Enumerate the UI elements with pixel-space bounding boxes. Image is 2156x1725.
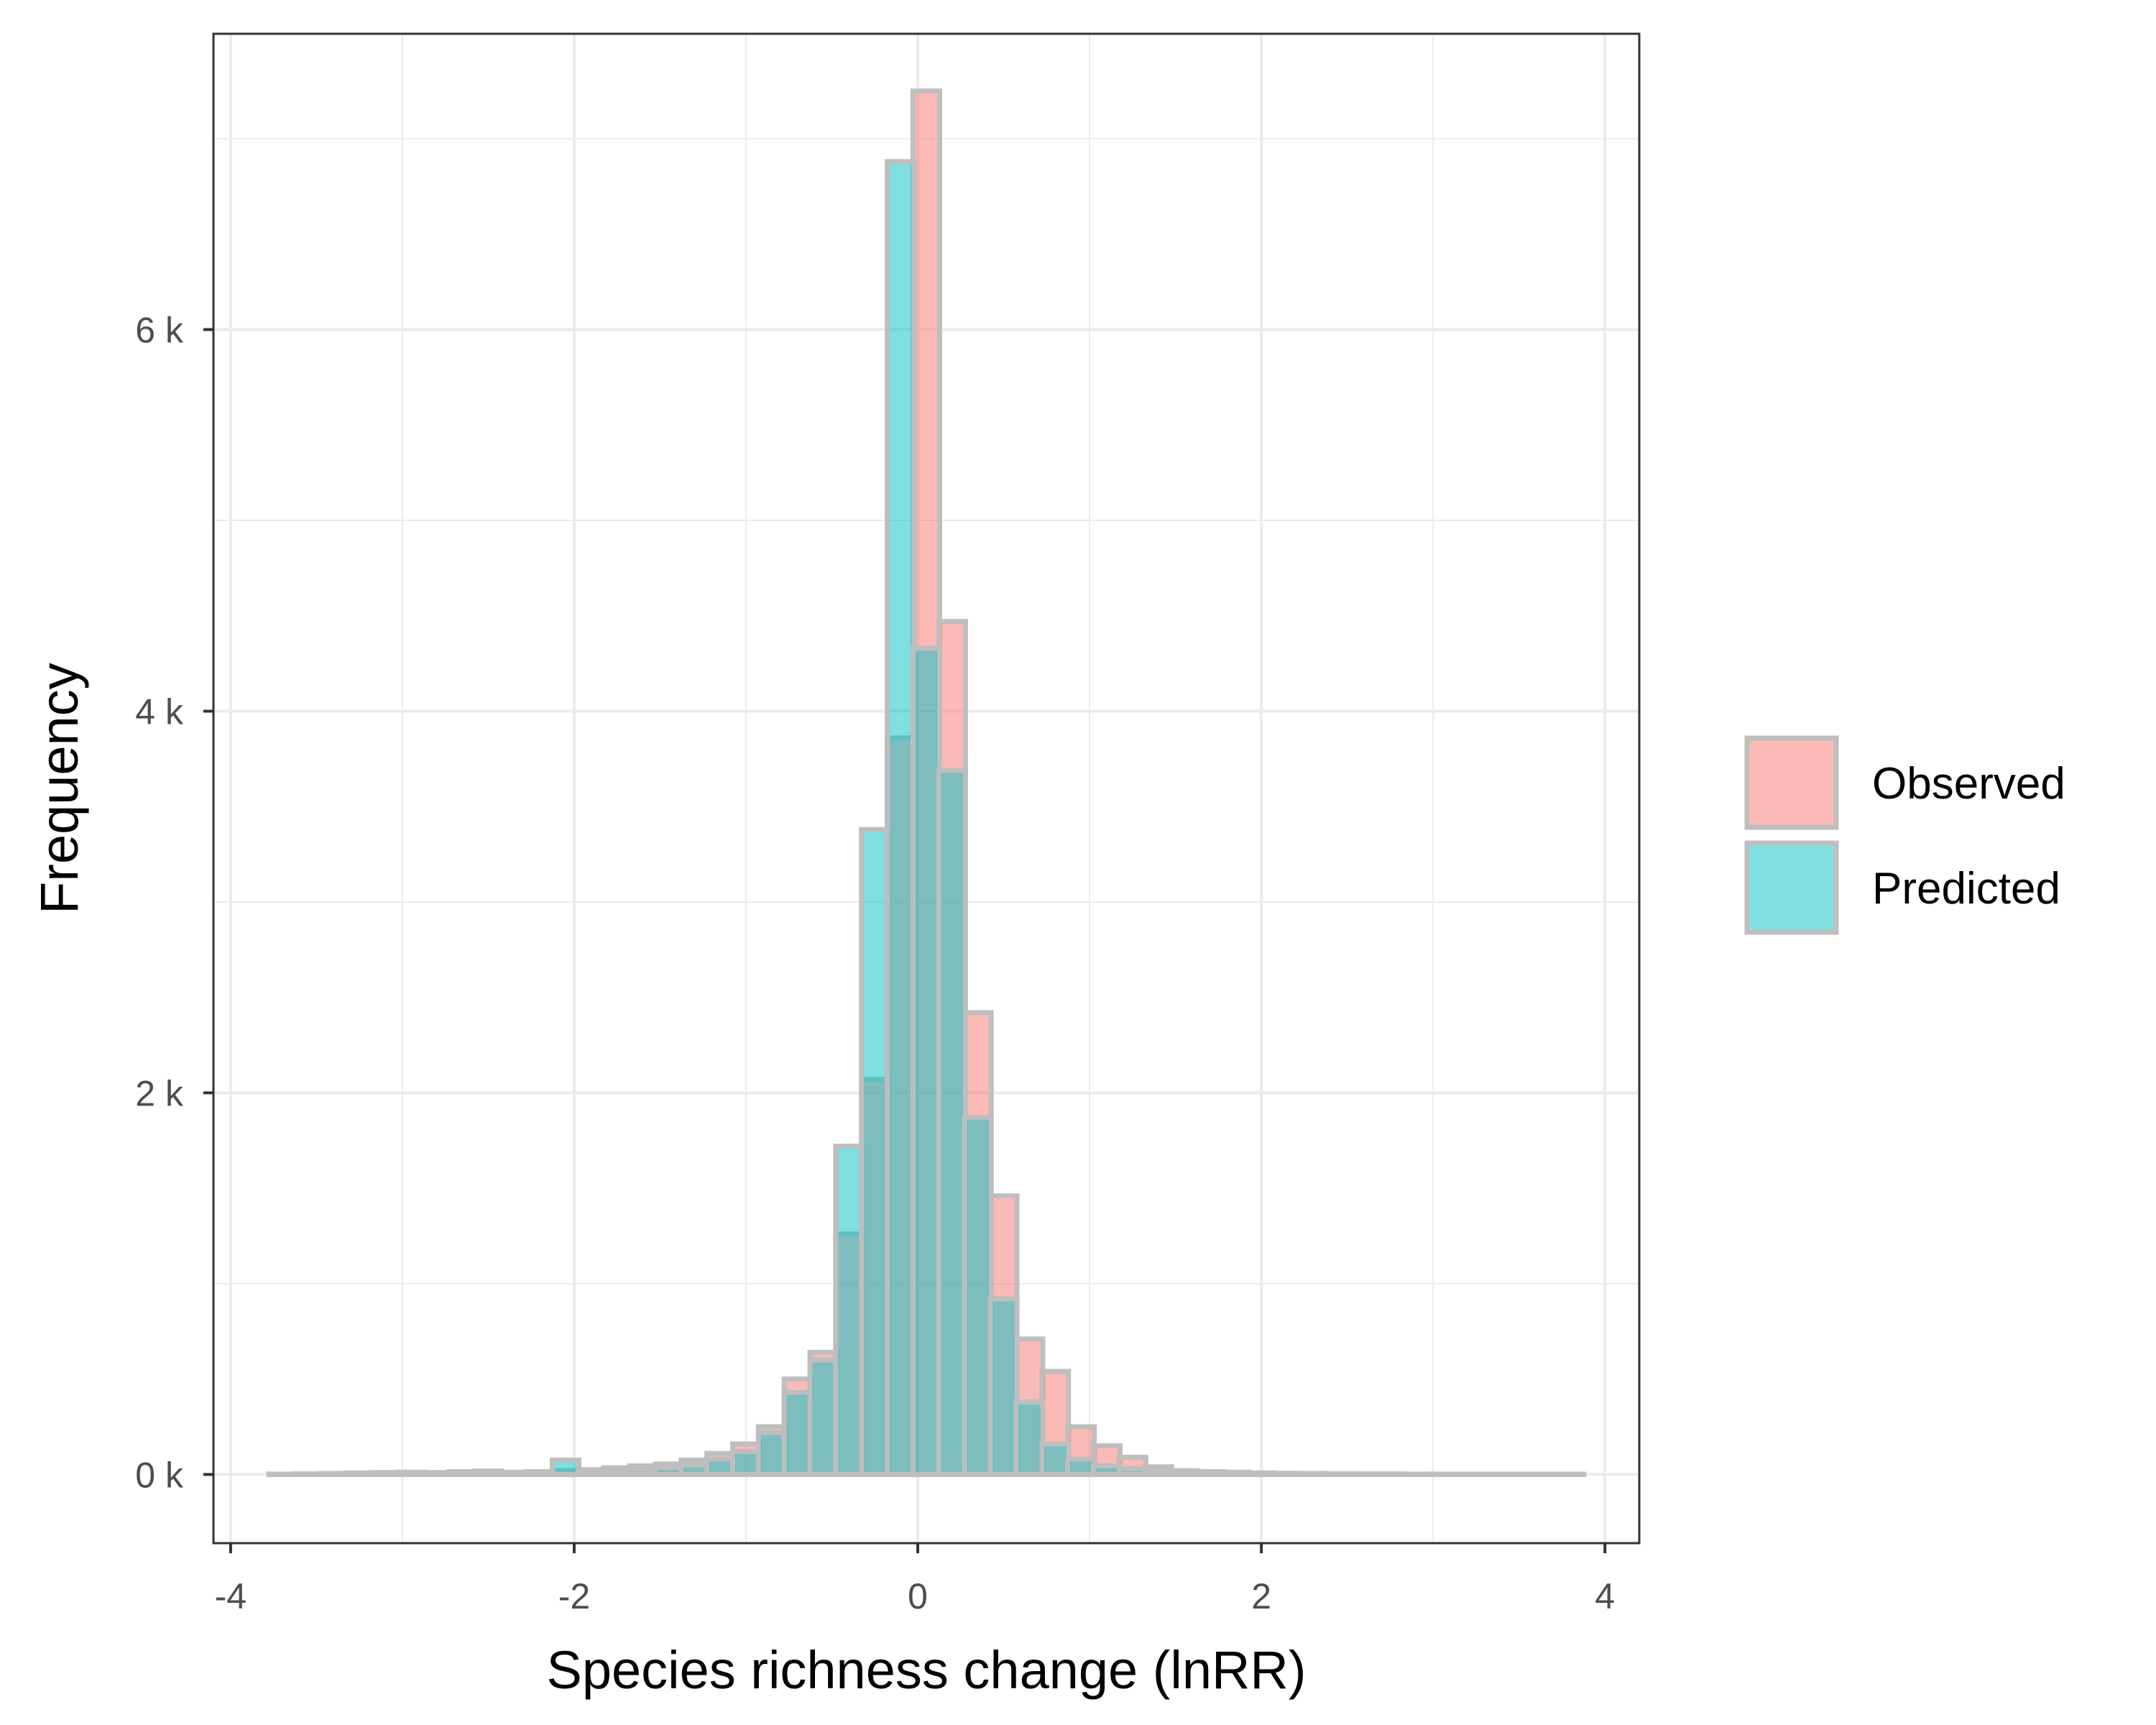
x-axis-title: Species richness change (lnRR) [546, 1640, 1306, 1700]
predicted-bar [781, 1389, 814, 1477]
x-tick-label: -2 [558, 1576, 590, 1616]
predicted-bar [1322, 1471, 1355, 1477]
predicted-bar [1142, 1468, 1174, 1477]
y-tick-label: 6 k [135, 310, 184, 351]
panel-border [212, 32, 1641, 1545]
predicted-bar [678, 1462, 711, 1477]
predicted-bar [962, 1115, 994, 1477]
predicted-bar [936, 768, 968, 1477]
x-tick-label: -4 [215, 1576, 247, 1616]
predicted-bar [549, 1458, 582, 1477]
predicted-bar [1374, 1471, 1406, 1477]
predicted-bar [1039, 1441, 1072, 1477]
predicted-bar [420, 1471, 453, 1477]
legend: Observed Predicted [1744, 735, 2065, 935]
predicted-bar [653, 1465, 685, 1477]
predicted-bar [987, 1296, 1020, 1477]
histogram-bars [266, 88, 1587, 1477]
predicted-bar [1245, 1471, 1278, 1477]
predicted-bar [1348, 1471, 1381, 1477]
y-tick-label: 4 k [135, 691, 184, 732]
predicted-bar [344, 1471, 376, 1477]
predicted-bar [704, 1456, 737, 1477]
predicted-bar [1065, 1456, 1097, 1477]
x-tick-label: 0 [908, 1576, 928, 1616]
predicted-bar [807, 1357, 839, 1477]
y-tick-label: 0 k [135, 1455, 184, 1495]
predicted-bar [369, 1471, 402, 1477]
predicted-bar [755, 1430, 788, 1477]
x-tick-label: 4 [1595, 1576, 1615, 1616]
y-tick-label: 2 k [135, 1073, 184, 1113]
predicted-legend-label: Predicted [1872, 864, 2060, 914]
predicted-bar [1296, 1471, 1329, 1477]
predicted-bar [1271, 1471, 1304, 1477]
predicted-bar [910, 645, 943, 1477]
observed-legend-label: Observed [1872, 759, 2065, 809]
predicted-bar [1090, 1463, 1123, 1477]
predicted-bar [833, 1144, 865, 1477]
predicted-bar [1220, 1471, 1252, 1477]
predicted-bar [575, 1468, 607, 1477]
predicted-legend-key [1744, 840, 1839, 935]
predicted-bar [498, 1470, 530, 1477]
observed-legend-key [1744, 735, 1839, 830]
x-tick-label: 2 [1251, 1576, 1271, 1616]
predicted-bar [1013, 1399, 1046, 1477]
predicted-bar [292, 1471, 324, 1477]
predicted-bar [885, 159, 917, 1477]
predicted-bar [318, 1471, 350, 1477]
predicted-bar [446, 1470, 479, 1477]
predicted-bar [1116, 1466, 1148, 1477]
predicted-bar [601, 1468, 633, 1477]
predicted-bar [395, 1470, 427, 1477]
predicted-bar [729, 1449, 763, 1477]
axis-ticks: -4 -2 0 2 4 0 k 2 k 4 k 6 k [135, 310, 1615, 1616]
predicted-bar [1194, 1470, 1226, 1477]
predicted-bar [627, 1466, 659, 1477]
predicted-bar [1168, 1470, 1200, 1477]
predicted-bar [859, 827, 891, 1477]
predicted-bar [524, 1470, 556, 1477]
y-axis-title: Frequency [29, 663, 89, 914]
series-predicted-bars [266, 159, 1587, 1477]
predicted-bar [472, 1469, 505, 1477]
